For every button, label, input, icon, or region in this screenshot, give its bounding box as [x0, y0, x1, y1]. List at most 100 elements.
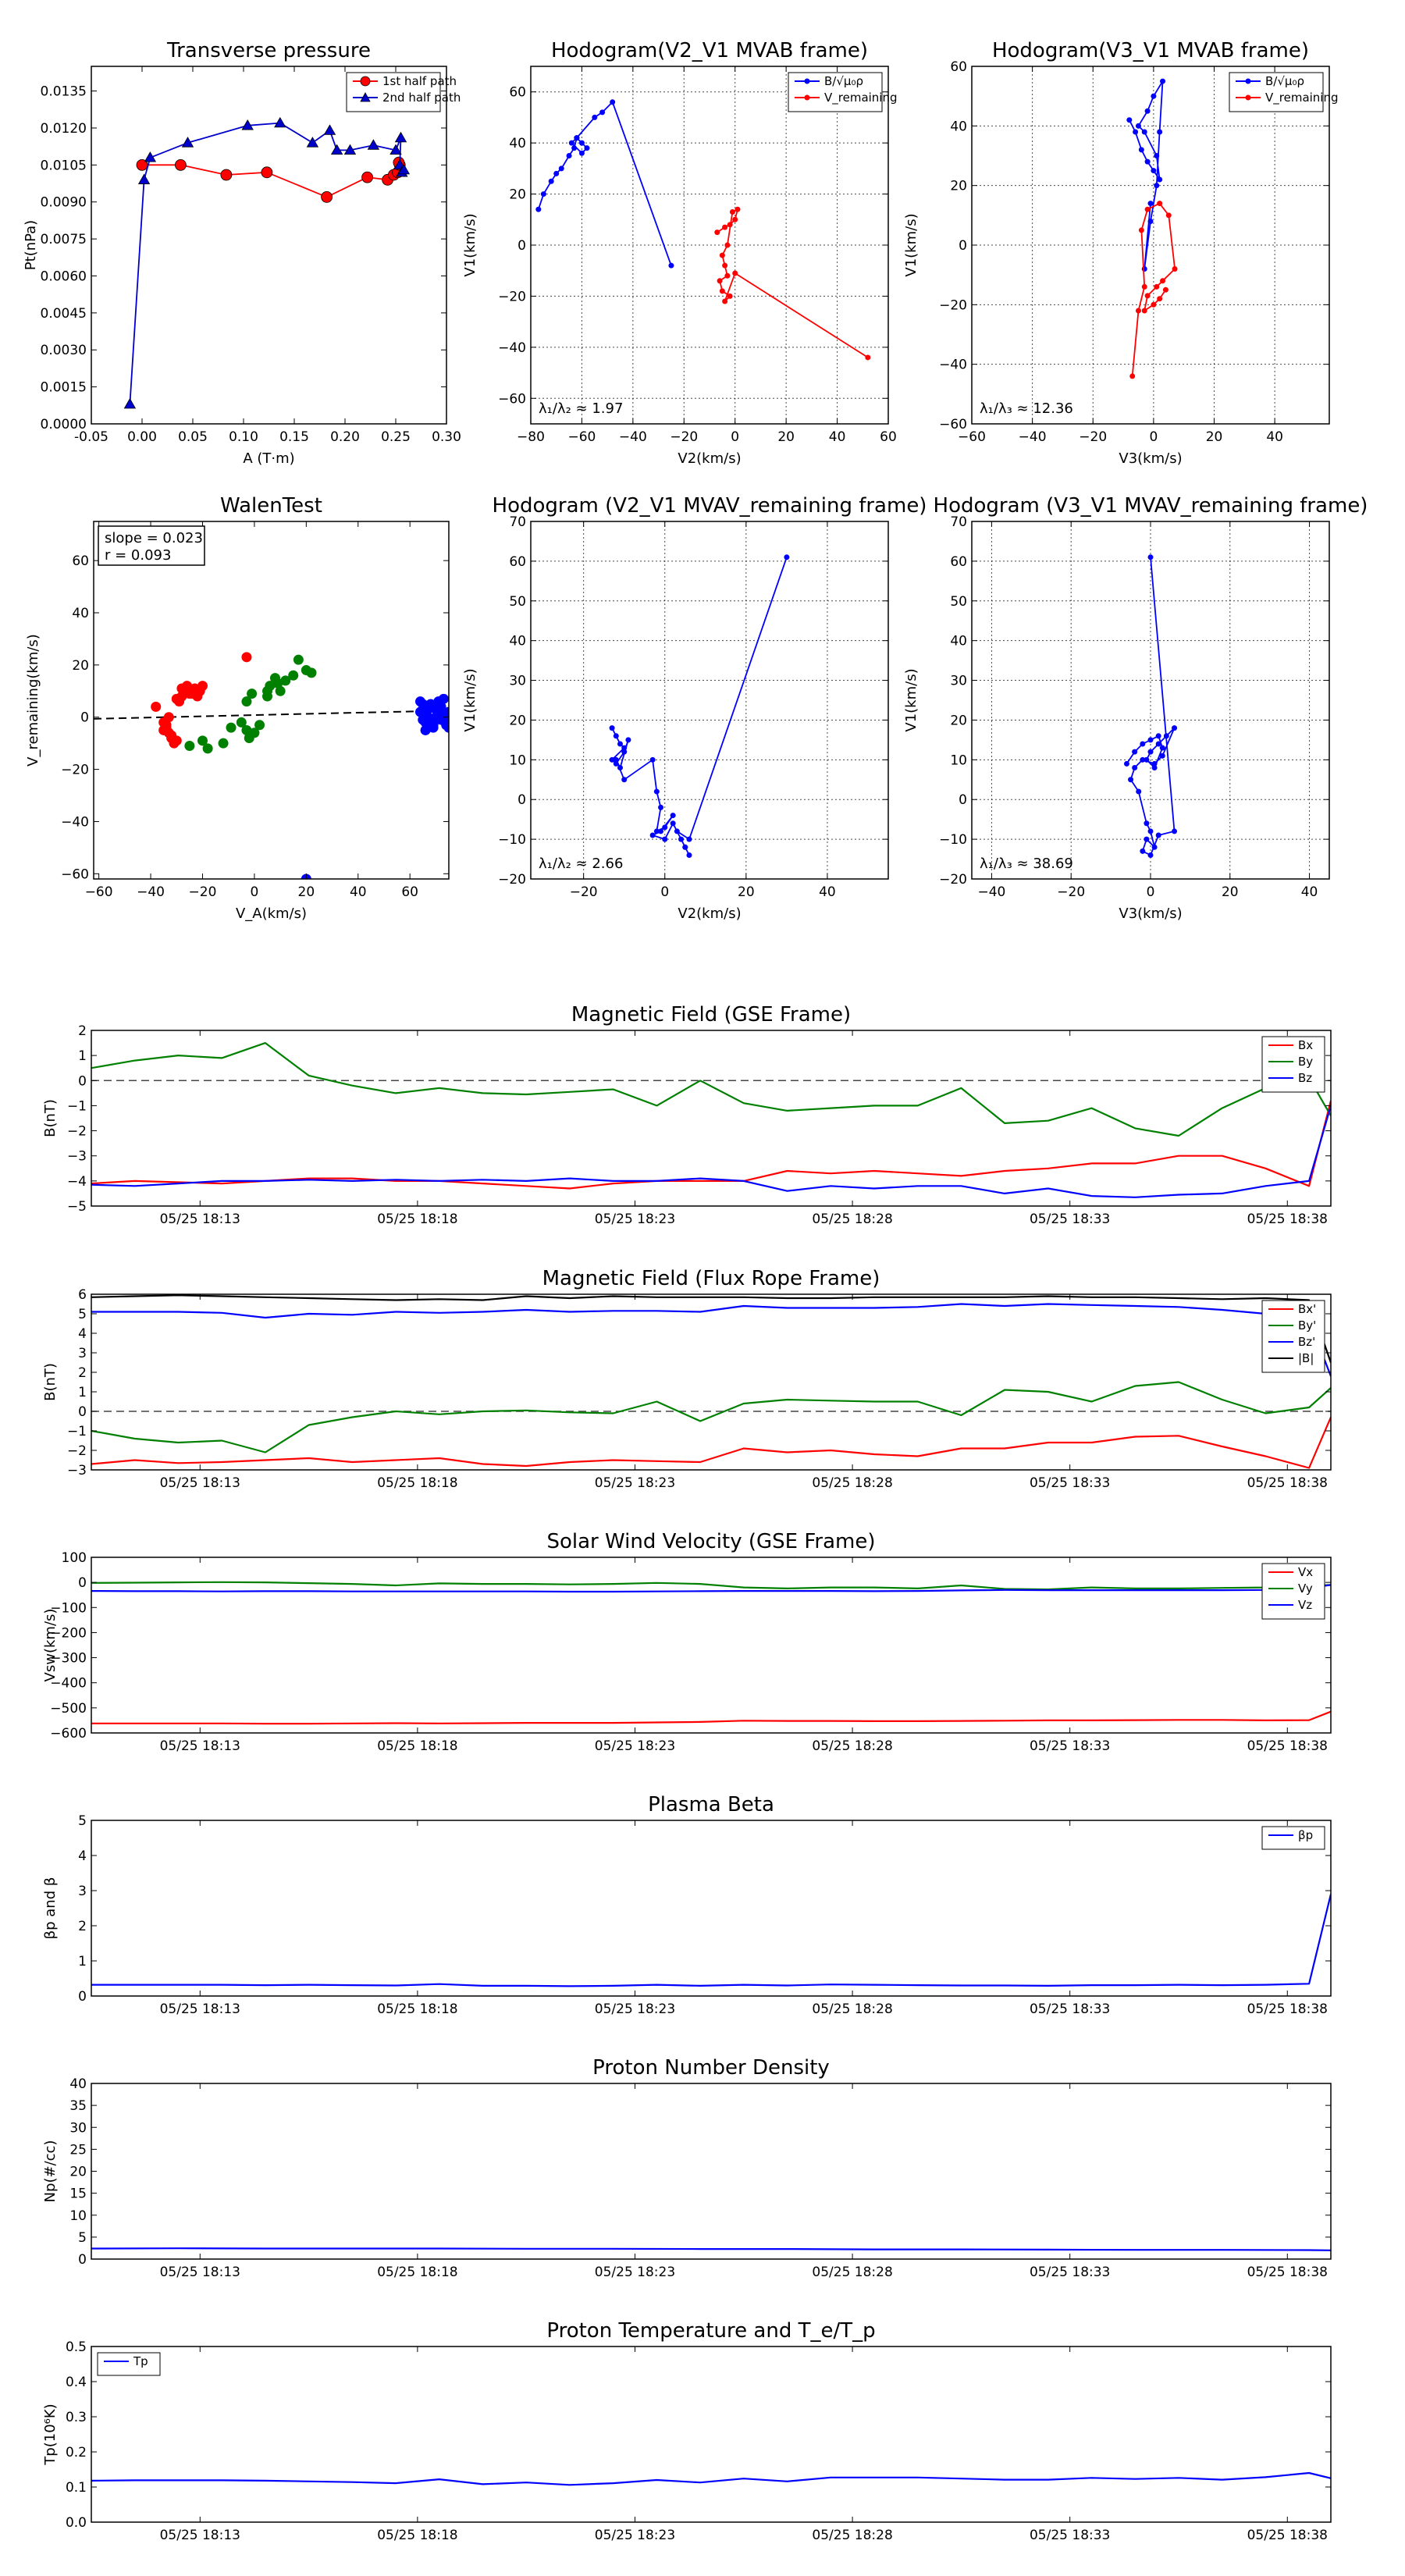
ticks: 05/25 18:13 05/25 18:18 05/25 18:23 05/25 1… — [50, 1550, 1331, 1754]
data-point — [151, 701, 162, 712]
data-point — [236, 717, 247, 728]
legend-frame — [1261, 1826, 1325, 1850]
x-tick-label: 05/25 18:18 — [377, 1738, 457, 1754]
x-tick-label: 20 — [777, 429, 795, 445]
x-tick-label: 20 — [738, 884, 755, 900]
y-tick-label: 0 — [959, 792, 967, 808]
legend-marker — [804, 94, 810, 101]
y-tick-label: −500 — [50, 1701, 87, 1717]
data-point — [558, 165, 564, 172]
x-tick-label: 05/25 18:18 — [377, 1212, 457, 1227]
legend-label: Vz — [1298, 1598, 1312, 1612]
series--p — [91, 1894, 1331, 1987]
data-point — [1132, 749, 1138, 755]
x-tick-label: −40 — [977, 884, 1005, 900]
ratio-annotation: λ₁/λ₂ ≈ 1.97 — [539, 400, 623, 417]
x-tick-label: −20 — [1057, 884, 1085, 900]
data-point — [1157, 176, 1163, 183]
y-tick-label: 0.0090 — [41, 195, 87, 211]
data-point — [1147, 218, 1154, 224]
x-tick-label: 20 — [1222, 884, 1239, 900]
y-tick-label: 0.1 — [66, 2480, 87, 2496]
y-tick-label: −20 — [498, 872, 526, 888]
x-tick-label: 40 — [819, 884, 836, 900]
legend-label: By — [1298, 1055, 1313, 1069]
y-tick-label: 0 — [80, 710, 89, 726]
x-axis-label: V2(km/s) — [678, 906, 741, 922]
x-axis-label: V3(km/s) — [1119, 906, 1182, 922]
y-tick-label: −400 — [50, 1676, 87, 1692]
data-point — [668, 262, 674, 269]
data-point — [1144, 756, 1150, 763]
chart-walen: −60 −40 −20 0 20 40 60 −60 −40 −20 0 20 40 60 WalenTes… — [25, 494, 450, 922]
x-tick-label: 05/25 18:28 — [812, 1738, 892, 1754]
series-line — [91, 1041, 1331, 1137]
data-point — [202, 743, 213, 754]
data-point — [722, 224, 728, 230]
data-point — [1154, 283, 1160, 290]
x-tick-label: −40 — [137, 884, 165, 900]
data-point — [674, 828, 680, 834]
legend-frame — [788, 72, 883, 112]
y-tick-label: −4 — [67, 1174, 87, 1190]
data-point — [610, 99, 616, 105]
data-point — [1147, 201, 1154, 207]
data-point — [686, 836, 692, 842]
data-point — [1140, 848, 1146, 854]
x-tick-label: 40 — [829, 429, 846, 445]
axes-frame — [91, 1820, 1332, 1997]
y-tick-label: 0.0105 — [41, 158, 87, 173]
series-line — [91, 1303, 1331, 1377]
data-point — [1141, 129, 1147, 135]
data-point — [686, 852, 692, 858]
ticks: −60 −40 −20 0 20 40 −60 −40 −20 0 20 40 60 — [939, 59, 1329, 445]
y-tick-label: 0 — [78, 1989, 87, 2005]
chart-mffr: 05/25 18:13 05/25 18:18 05/25 18:23 05/25 1… — [42, 1267, 1332, 1491]
chart-title: Hodogram(V2_V1 MVAB frame) — [551, 39, 868, 62]
y-tick-label: 20 — [509, 187, 526, 203]
series-vx — [91, 1710, 1331, 1725]
data-point — [137, 173, 151, 184]
data-point — [176, 683, 187, 694]
legend-label: Tp — [133, 2354, 148, 2368]
axes-frame — [91, 1030, 1332, 1207]
data-point — [272, 678, 283, 688]
y-tick-label: −1 — [67, 1424, 87, 1439]
series-line — [717, 208, 869, 358]
ticks: −80 −60 −40 −20 0 20 40 60 −60 −40 −20 0 20 40 60 — [498, 66, 897, 445]
series-b- — [1126, 78, 1166, 272]
y-tick-label: 0.0015 — [41, 380, 87, 396]
data-point — [438, 693, 449, 704]
data-point — [174, 158, 187, 171]
legend-label: βp — [1298, 1828, 1313, 1842]
data-point — [540, 191, 546, 197]
x-tick-label: 05/25 18:23 — [595, 2528, 675, 2543]
legend-label: Bx — [1298, 1038, 1313, 1052]
data-point — [422, 704, 433, 715]
x-tick-label: −40 — [1019, 429, 1047, 445]
series-bx — [91, 1100, 1331, 1190]
x-tick-label: 05/25 18:23 — [595, 1738, 675, 1754]
data-point — [727, 293, 733, 299]
data-point — [653, 788, 660, 795]
data-point — [729, 208, 735, 215]
data-point — [670, 813, 676, 819]
ticks: 05/25 18:13 05/25 18:18 05/25 18:23 05/25 1… — [67, 1287, 1331, 1491]
series-bz- — [91, 1303, 1331, 1377]
data-point — [249, 728, 260, 738]
data-point — [553, 170, 560, 176]
y-axis-label: Np(#/cc) — [42, 2140, 59, 2203]
data-point — [621, 749, 628, 755]
x-tick-label: 05/25 18:13 — [160, 1738, 240, 1754]
y-axis-label: Pt(nPa) — [23, 220, 39, 270]
x-tick-label: −20 — [670, 429, 698, 445]
chart-title: Magnetic Field (Flux Rope Frame) — [542, 1267, 880, 1290]
data-point — [1151, 765, 1158, 771]
data-point — [617, 765, 623, 771]
data-point — [293, 654, 304, 665]
chart-title: Magnetic Field (GSE Frame) — [571, 1003, 851, 1026]
y-tick-label: −60 — [498, 391, 526, 407]
y-tick-label: 0.3 — [66, 2410, 87, 2425]
series-0 — [1123, 554, 1178, 858]
